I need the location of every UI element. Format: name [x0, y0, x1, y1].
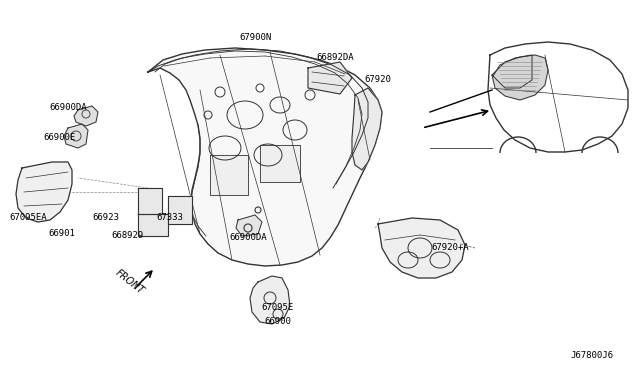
Polygon shape: [16, 162, 72, 222]
Text: 67920+A: 67920+A: [431, 244, 469, 253]
Polygon shape: [352, 88, 382, 170]
Text: 67095EA: 67095EA: [9, 214, 47, 222]
Polygon shape: [492, 55, 548, 100]
Polygon shape: [260, 145, 300, 182]
Text: 66892DA: 66892DA: [316, 54, 354, 62]
Text: 67095E: 67095E: [262, 304, 294, 312]
Text: 67920: 67920: [365, 76, 392, 84]
Polygon shape: [138, 188, 162, 214]
Polygon shape: [308, 62, 352, 94]
Polygon shape: [168, 196, 192, 224]
Polygon shape: [236, 215, 262, 236]
Text: 66923: 66923: [93, 214, 120, 222]
Polygon shape: [488, 42, 628, 152]
Text: J67800J6: J67800J6: [570, 350, 614, 359]
Text: FRONT: FRONT: [114, 268, 146, 296]
Text: 67900N: 67900N: [239, 33, 271, 42]
Polygon shape: [378, 218, 465, 278]
Polygon shape: [74, 106, 98, 126]
Text: 66900DA: 66900DA: [49, 103, 87, 112]
Text: 66900: 66900: [264, 317, 291, 327]
Polygon shape: [148, 48, 382, 266]
Polygon shape: [64, 124, 88, 148]
Text: 66901: 66901: [49, 230, 76, 238]
Polygon shape: [138, 214, 168, 236]
Text: 66900DA: 66900DA: [229, 234, 267, 243]
Polygon shape: [210, 155, 248, 195]
Text: 67333: 67333: [157, 214, 184, 222]
Polygon shape: [493, 55, 532, 88]
Polygon shape: [250, 276, 290, 324]
Text: 66900E: 66900E: [44, 134, 76, 142]
Text: 668929: 668929: [112, 231, 144, 241]
